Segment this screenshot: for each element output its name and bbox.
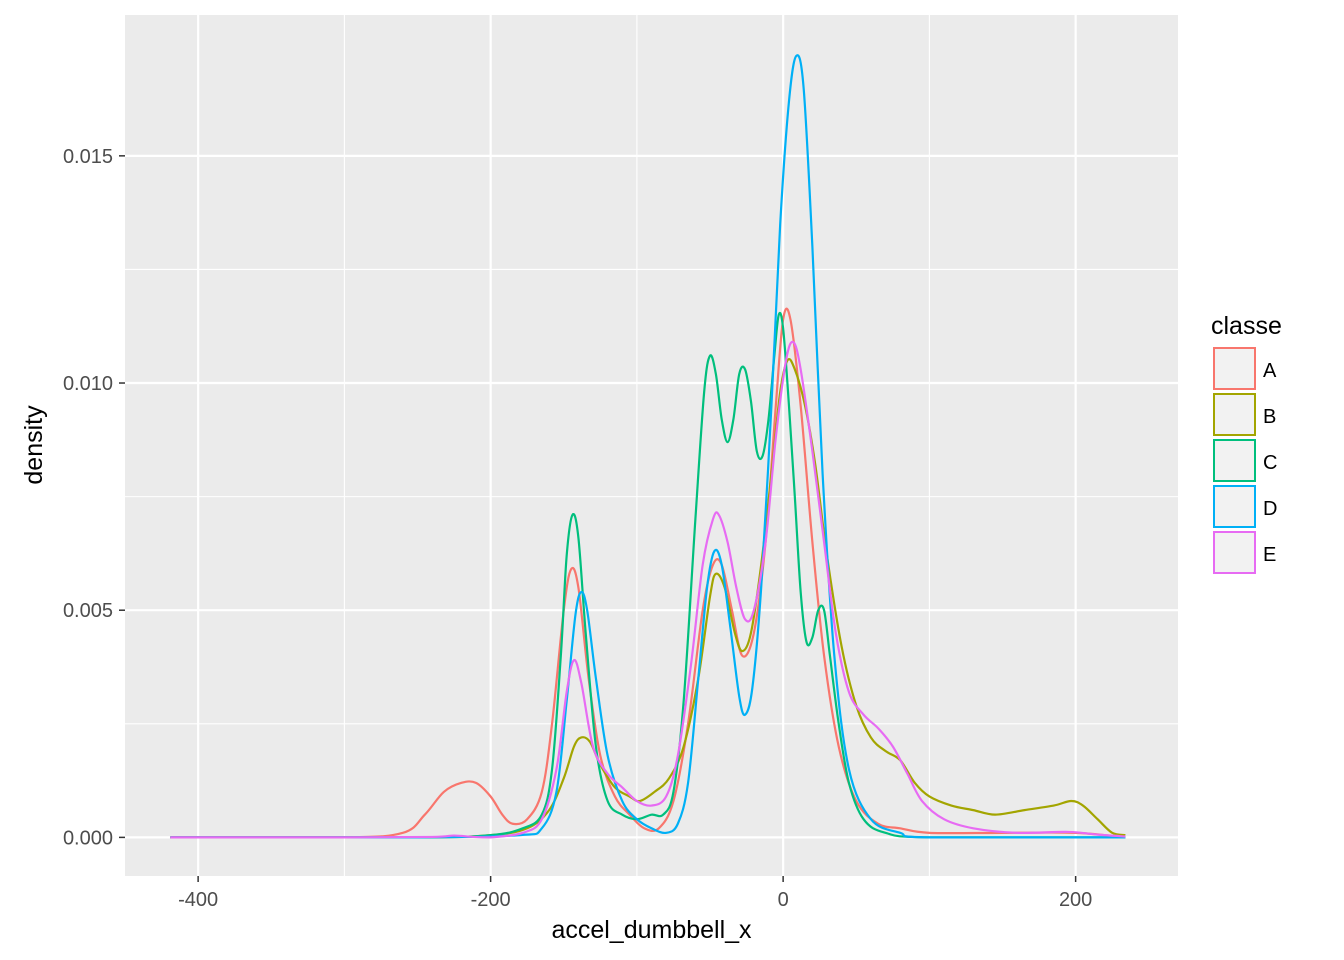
y-axis-title: density [20, 405, 48, 485]
legend-label-e: E [1263, 544, 1276, 566]
y-tick-label: 0.015 [63, 146, 113, 168]
y-tick-label: 0.000 [63, 827, 113, 849]
y-tick-label: 0.005 [63, 600, 113, 622]
minor-gridlines [125, 15, 1178, 876]
legend-label-c: C [1263, 452, 1277, 474]
density-curve-d [170, 54, 1126, 839]
density-curve-c [170, 311, 1126, 839]
plot-panel [125, 15, 1178, 876]
density-curve-a [170, 307, 1126, 839]
density-curves [170, 54, 1126, 839]
legend-title: classe [1211, 312, 1282, 340]
legend-key-a [1213, 347, 1256, 390]
legend-label-d: D [1263, 498, 1277, 520]
legend-key-e [1213, 531, 1256, 574]
y-axis-ticks: 0.000 0.005 0.010 0.015 [63, 146, 125, 849]
density-curve-e [170, 340, 1126, 839]
legend-key-d [1213, 485, 1256, 528]
x-axis-title: accel_dumbbell_x [551, 916, 752, 944]
legend: classe A B C D E [1211, 312, 1282, 574]
x-tick-label: 200 [1059, 889, 1092, 911]
x-tick-label: 0 [778, 889, 789, 911]
legend-key-c [1213, 439, 1256, 482]
x-tick-label: -200 [471, 889, 511, 911]
x-axis-ticks: -400 -200 0 200 [178, 876, 1092, 911]
legend-label-b: B [1263, 406, 1276, 428]
legend-key-b [1213, 393, 1256, 436]
x-tick-label: -400 [178, 889, 218, 911]
y-tick-label: 0.010 [63, 373, 113, 395]
legend-label-a: A [1263, 360, 1277, 382]
